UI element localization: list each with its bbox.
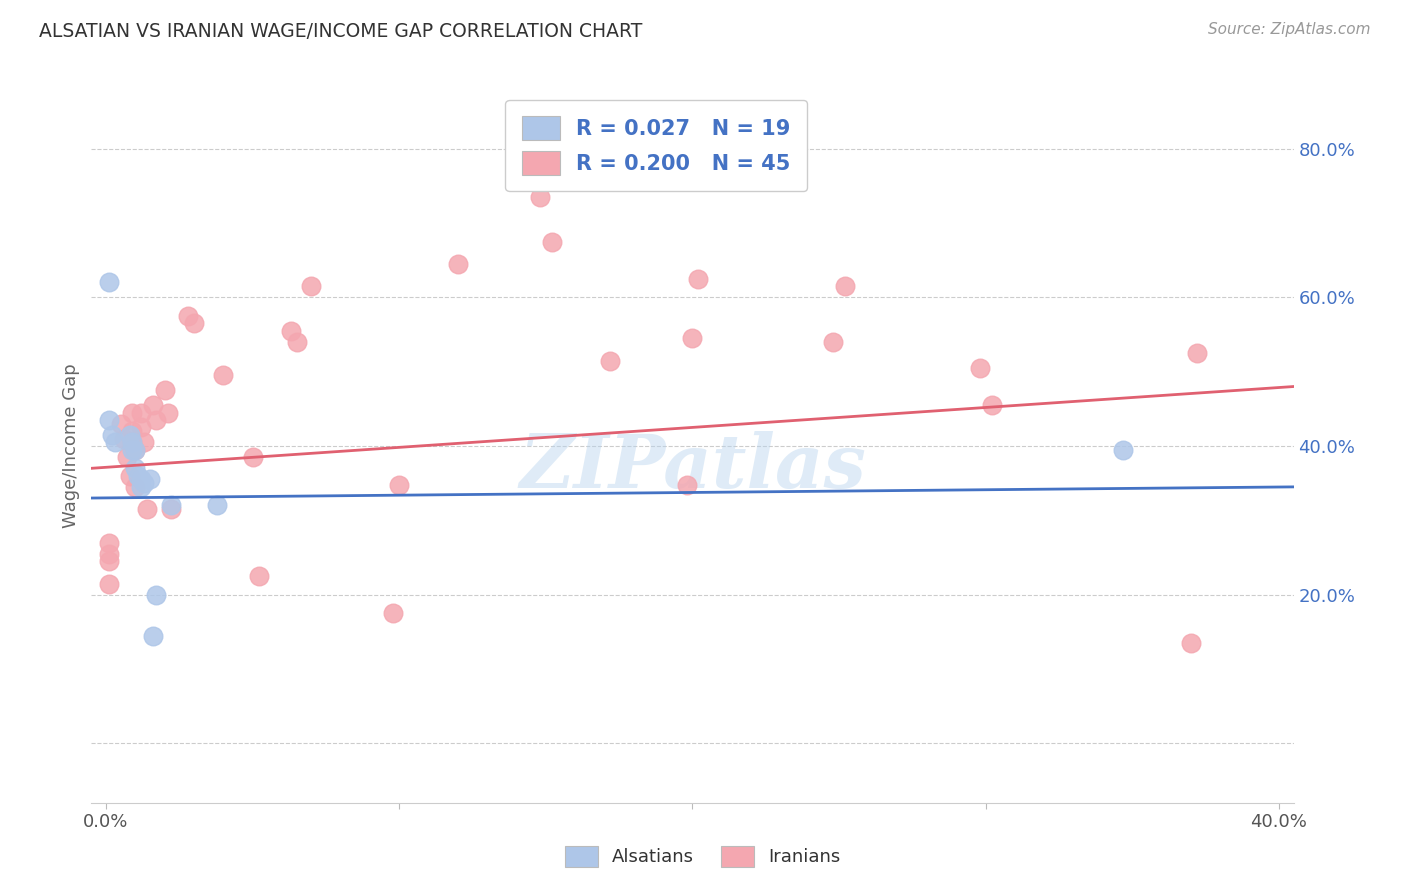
Text: ZIPatlas: ZIPatlas <box>519 431 866 504</box>
Point <box>98 413 121 427</box>
Point <box>540 235 562 249</box>
Point <box>681 331 703 345</box>
Point <box>129 473 152 487</box>
Point <box>145 413 167 427</box>
Point <box>159 499 181 513</box>
Point <box>1185 346 1208 360</box>
Point <box>121 435 143 450</box>
Point <box>98 576 121 591</box>
Point <box>129 480 152 494</box>
Point <box>142 628 165 642</box>
Y-axis label: Wage/Income Gap: Wage/Income Gap <box>62 364 80 528</box>
Point <box>823 334 845 349</box>
Point <box>247 569 270 583</box>
Point <box>121 405 143 419</box>
Point <box>139 473 162 487</box>
Text: ALSATIAN VS IRANIAN WAGE/INCOME GAP CORRELATION CHART: ALSATIAN VS IRANIAN WAGE/INCOME GAP CORR… <box>39 22 643 41</box>
Legend: R = 0.027   N = 19, R = 0.200   N = 45: R = 0.027 N = 19, R = 0.200 N = 45 <box>505 100 807 192</box>
Point <box>382 607 405 621</box>
Point <box>599 353 621 368</box>
Point <box>129 405 152 419</box>
Point <box>124 442 146 457</box>
Point <box>280 324 302 338</box>
Legend: Alsatians, Iranians: Alsatians, Iranians <box>558 838 848 874</box>
Point <box>101 427 124 442</box>
Point <box>212 368 235 383</box>
Point <box>183 317 205 331</box>
Point <box>145 588 167 602</box>
Point <box>980 398 1002 412</box>
Point <box>834 279 856 293</box>
Point <box>124 480 146 494</box>
Point <box>177 309 200 323</box>
Point <box>124 442 146 457</box>
Point <box>285 334 308 349</box>
Point <box>134 435 156 450</box>
Point <box>688 271 710 285</box>
Point <box>129 420 152 434</box>
Point <box>110 417 132 431</box>
Point <box>121 435 143 450</box>
Point <box>115 450 138 464</box>
Point <box>242 450 264 464</box>
Point <box>1112 442 1135 457</box>
Point <box>159 502 181 516</box>
Point <box>98 276 121 290</box>
Point <box>207 499 229 513</box>
Point <box>127 468 149 483</box>
Point <box>98 554 121 568</box>
Point <box>134 476 156 491</box>
Point <box>98 547 121 561</box>
Point <box>156 405 179 419</box>
Point <box>98 535 121 549</box>
Point <box>112 432 135 446</box>
Point <box>1180 636 1202 650</box>
Point <box>153 384 176 398</box>
Point <box>142 398 165 412</box>
Point <box>121 424 143 438</box>
Point <box>124 461 146 475</box>
Point <box>388 477 411 491</box>
Point <box>299 279 322 293</box>
Text: Source: ZipAtlas.com: Source: ZipAtlas.com <box>1208 22 1371 37</box>
Point <box>529 190 551 204</box>
Point <box>969 360 991 375</box>
Point <box>121 442 143 457</box>
Point <box>104 435 127 450</box>
Point <box>136 502 159 516</box>
Point <box>675 477 697 491</box>
Point <box>118 468 141 483</box>
Point <box>118 427 141 442</box>
Point <box>447 257 470 271</box>
